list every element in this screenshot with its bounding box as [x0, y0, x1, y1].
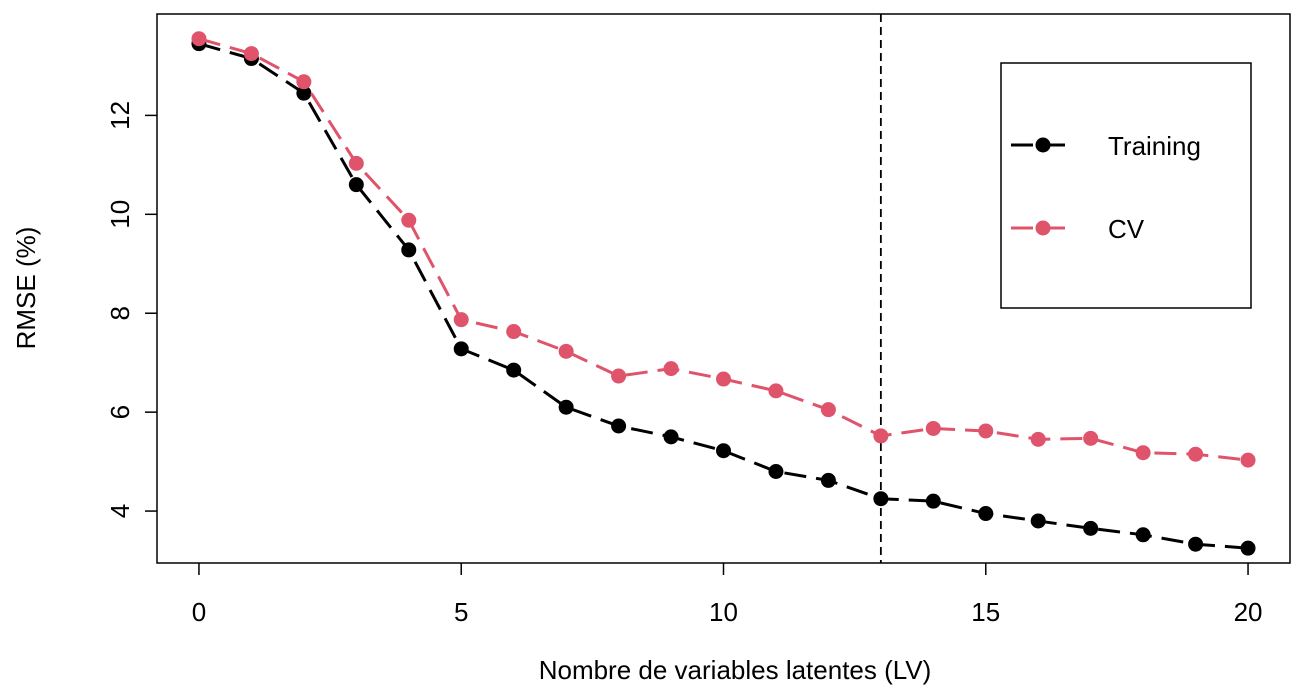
- data-point-training: [296, 85, 312, 101]
- y-tick-label: 4: [105, 504, 135, 518]
- data-point-cv: [243, 46, 259, 62]
- data-point-cv: [1135, 445, 1151, 461]
- data-point-cv: [191, 31, 207, 47]
- data-point-cv: [716, 371, 731, 387]
- y-tick-label: 8: [105, 306, 135, 320]
- data-point-cv: [820, 402, 836, 418]
- data-point-cv: [663, 361, 679, 377]
- data-point-cv: [453, 312, 469, 328]
- data-point-cv: [348, 155, 364, 171]
- data-point-cv: [768, 383, 784, 399]
- x-tick-label: 20: [1234, 597, 1263, 627]
- data-point-training: [506, 362, 522, 378]
- data-point-cv: [296, 74, 312, 90]
- data-point-training: [558, 399, 574, 415]
- data-point-training: [1135, 527, 1151, 543]
- legend-swatch-marker-training: [1035, 137, 1051, 153]
- data-point-cv: [506, 324, 522, 340]
- legend-box: [1000, 62, 1252, 309]
- x-tick-label: 10: [709, 597, 738, 627]
- data-point-training: [611, 418, 627, 434]
- data-point-training: [1240, 540, 1256, 556]
- data-point-training: [348, 177, 364, 193]
- data-point-cv: [1188, 446, 1204, 462]
- data-point-training: [663, 429, 679, 445]
- data-point-training: [873, 491, 889, 507]
- legend: Training CV: [1000, 62, 1252, 309]
- data-point-training: [401, 242, 417, 258]
- x-tick-label: 0: [192, 597, 206, 627]
- data-point-cv: [1240, 452, 1256, 468]
- series-line-training: [198, 42, 1249, 550]
- series-layer: [191, 31, 1256, 556]
- data-point-training: [820, 472, 836, 488]
- y-tick-label: 10: [105, 200, 135, 229]
- x-tick-label: 5: [454, 597, 468, 627]
- legend-label-cv: CV: [1108, 214, 1145, 244]
- x-axis: 0 5 10 15 20: [192, 563, 1263, 627]
- data-point-training: [716, 443, 731, 459]
- data-point-training: [453, 341, 469, 357]
- data-point-training: [768, 464, 784, 479]
- data-point-cv: [1030, 431, 1046, 447]
- x-axis-title: Nombre de variables latentes (LV): [539, 655, 932, 685]
- data-point-training: [1030, 513, 1046, 529]
- data-point-training: [1083, 520, 1099, 536]
- data-point-cv: [873, 428, 889, 444]
- data-point-cv: [558, 343, 574, 359]
- x-tick-label: 15: [971, 597, 1000, 627]
- data-point-training: [925, 493, 941, 509]
- legend-swatch-marker-cv: [1035, 220, 1051, 236]
- y-tick-label: 12: [105, 101, 135, 130]
- data-point-training: [978, 506, 994, 522]
- y-tick-label: 6: [105, 405, 135, 419]
- data-point-cv: [401, 212, 417, 228]
- data-point-cv: [1083, 430, 1099, 446]
- y-axis: 4 6 8 10 12: [105, 101, 157, 518]
- data-point-cv: [978, 423, 994, 439]
- y-axis-title: RMSE (%): [11, 227, 41, 350]
- data-point-training: [1188, 536, 1204, 552]
- data-point-cv: [611, 368, 627, 384]
- legend-label-training: Training: [1108, 131, 1201, 161]
- data-point-cv: [925, 420, 941, 436]
